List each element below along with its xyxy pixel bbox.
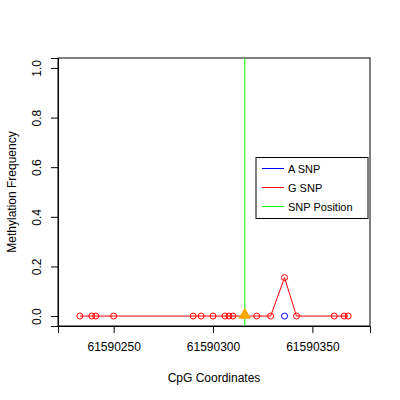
x-tick-mark: [213, 326, 214, 333]
y-tick-label: 0.4: [30, 209, 44, 226]
plot-frame: [58, 58, 370, 326]
series-point: [282, 313, 288, 319]
series-point: [345, 313, 351, 319]
y-tick-mark: [51, 167, 58, 168]
y-tick-mark: [51, 217, 58, 218]
series-point: [198, 313, 204, 319]
y-axis-line: [51, 59, 59, 327]
y-tick: 0.8: [30, 109, 58, 126]
legend-swatch: [262, 206, 284, 207]
y-tick-label: 0.2: [30, 258, 44, 275]
x-tick: 61590350: [286, 326, 340, 354]
series-line: [80, 278, 348, 316]
y-tick-label: 1.0: [30, 60, 44, 77]
y-tick: 0.0: [30, 308, 58, 325]
x-tick: 61590250: [87, 326, 141, 354]
series-point: [111, 313, 117, 319]
legend-swatch: [262, 187, 284, 188]
legend: A SNP G SNP SNP Position: [256, 158, 368, 219]
legend-label: SNP Position: [288, 201, 353, 213]
x-axis-line: [59, 327, 371, 334]
series-point: [331, 313, 337, 319]
series-point: [210, 313, 216, 319]
y-axis: 0.0 0.2 0.4 0.6 0.8 1.0: [30, 59, 59, 327]
x-tick-mark: [114, 326, 115, 333]
x-tick-label: 61590350: [286, 340, 340, 354]
series-point: [254, 313, 260, 319]
legend-label: A SNP: [288, 163, 320, 175]
series-point: [77, 313, 83, 319]
series-point: [93, 313, 99, 319]
y-tick-label: 0.0: [30, 308, 44, 325]
y-tick: 1.0: [30, 60, 58, 77]
x-tick-mark: [312, 326, 313, 333]
y-tick: 0.6: [30, 159, 58, 176]
series-point: [190, 313, 196, 319]
x-tick-label: 61590300: [187, 340, 241, 354]
snp-position-line: [244, 58, 245, 326]
x-axis-title: CpG Coordinates: [168, 371, 261, 385]
series-point: [282, 275, 288, 281]
legend-box: [256, 158, 368, 219]
series-point: [293, 313, 299, 319]
y-tick: 0.4: [30, 209, 58, 226]
y-axis-title: Methylation Frequency: [5, 131, 19, 252]
y-tick-label: 0.6: [30, 159, 44, 176]
plot-area: [77, 58, 351, 326]
legend-swatch: [262, 168, 284, 169]
x-tick-label: 61590250: [87, 340, 141, 354]
y-tick-mark: [51, 266, 58, 267]
y-tick-mark: [51, 118, 58, 119]
y-tick-mark: [51, 68, 58, 69]
series-point: [230, 313, 236, 319]
x-axis: 61590250 61590300 61590350: [59, 326, 371, 354]
y-tick-label: 0.8: [30, 109, 44, 126]
y-tick: 0.2: [30, 258, 58, 275]
chart: 61590250 61590300 61590350 0.0 0.2 0.4 0.6 0.8 1…: [0, 0, 400, 400]
snp-marker: [238, 308, 251, 319]
y-tick-mark: [51, 316, 58, 317]
legend-label: G SNP: [288, 182, 322, 194]
x-tick: 61590300: [187, 326, 241, 354]
series-point: [268, 313, 274, 319]
